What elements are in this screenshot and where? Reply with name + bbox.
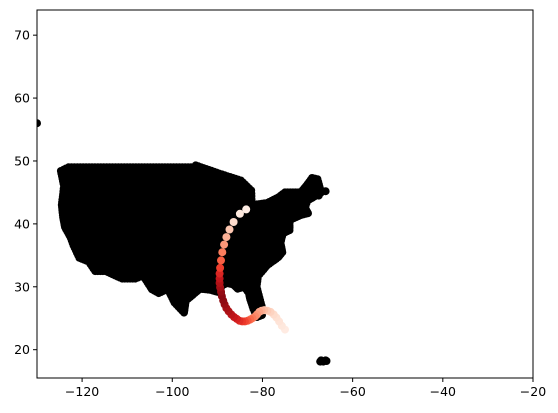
- track-point: [222, 233, 231, 242]
- x-tick-label: −40: [430, 384, 456, 399]
- track-points-group: [215, 205, 289, 334]
- y-tick-label: 30: [14, 279, 30, 294]
- background-point: [314, 191, 323, 200]
- y-tick-label: 70: [14, 28, 30, 43]
- x-axis: −120 −100 −80 −60 −40 −20: [65, 378, 546, 399]
- track-point: [229, 218, 238, 226]
- x-tick-label: −80: [249, 384, 275, 399]
- y-tick-label: 60: [14, 91, 30, 106]
- track-point: [218, 248, 227, 257]
- track-point: [235, 209, 244, 218]
- y-tick-label: 40: [14, 216, 30, 231]
- background-point: [37, 119, 41, 128]
- x-tick-label: −20: [520, 384, 546, 399]
- background-point: [312, 175, 321, 184]
- x-tick-label: −100: [155, 384, 189, 399]
- plot-frame: [36, 9, 534, 379]
- track-point: [217, 256, 225, 265]
- background-point: [321, 187, 330, 196]
- y-tick-label: 50: [14, 153, 30, 168]
- track-point: [220, 240, 229, 249]
- track-point: [225, 225, 234, 234]
- background-point: [57, 169, 66, 178]
- track-point: [216, 263, 225, 272]
- y-tick-label: 20: [14, 342, 30, 357]
- y-axis: 20 30 40 50 60 70: [14, 28, 37, 357]
- background-point: [316, 357, 325, 366]
- x-tick-label: −120: [65, 384, 99, 399]
- track-point: [242, 205, 251, 214]
- x-tick-label: −60: [339, 384, 365, 399]
